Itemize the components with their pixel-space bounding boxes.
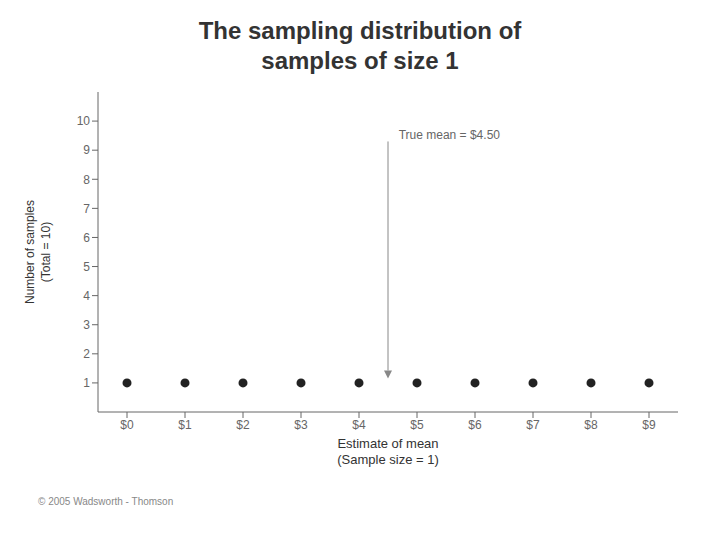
svg-text:True mean = $4.50: True mean = $4.50	[399, 128, 501, 142]
svg-text:10: 10	[77, 114, 91, 128]
svg-text:4: 4	[83, 289, 90, 303]
html-text:The sampling distribution of: The sampling distribution of	[198, 17, 522, 44]
svg-text:8: 8	[83, 173, 90, 187]
svg-text:6: 6	[83, 231, 90, 245]
html-text:samples of size 1: samples of size 1	[261, 47, 459, 74]
html-text:© 2005 Wadsworth - Thomson: © 2005 Wadsworth - Thomson	[38, 496, 174, 507]
svg-text:Estimate of mean(Sample size =: Estimate of mean(Sample size = 1)	[337, 436, 439, 467]
svg-text:$5: $5	[410, 418, 424, 432]
svg-text:$3: $3	[294, 418, 308, 432]
svg-text:$7: $7	[526, 418, 540, 432]
svg-text:$6: $6	[468, 418, 482, 432]
svg-text:Number of samples(Total = 10): Number of samples(Total = 10)	[23, 200, 53, 304]
svg-text:$2: $2	[236, 418, 250, 432]
svg-text:$0: $0	[120, 418, 134, 432]
svg-text:1: 1	[83, 376, 90, 390]
svg-text:5: 5	[83, 260, 90, 274]
svg-text:$8: $8	[584, 418, 598, 432]
svg-text:7: 7	[83, 202, 90, 216]
svg-text:9: 9	[83, 143, 90, 157]
svg-text:$9: $9	[642, 418, 656, 432]
svg-text:2: 2	[83, 347, 90, 361]
svg-text:3: 3	[83, 318, 90, 332]
svg-text:$1: $1	[178, 418, 192, 432]
svg-text:$4: $4	[352, 418, 366, 432]
